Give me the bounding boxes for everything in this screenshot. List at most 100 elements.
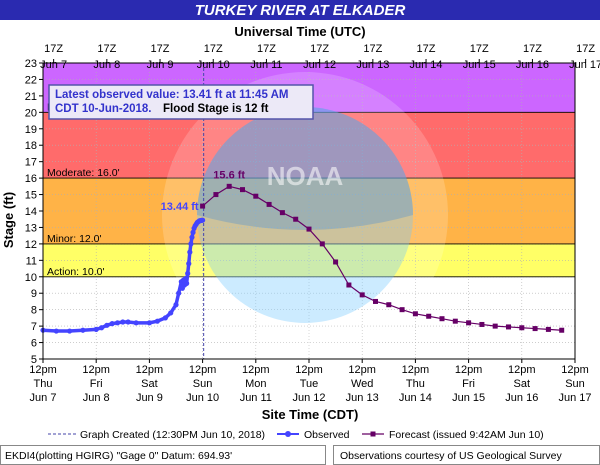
legend-observed-label: Observed [304,429,350,441]
forecast-point [333,259,339,265]
forecast-point [506,324,511,330]
footer-courtesy: Observations courtesy of US Geological S… [340,450,563,462]
legend-forecast-label: Forecast (issued 9:42AM Jun 10) [389,429,544,441]
footer: EKDI4(plotting HGIRG) "Gage 0" Datum: 69… [0,445,600,465]
observed-point [146,320,152,326]
forecast-point [373,298,378,304]
y-tick-label: 12 [25,239,37,251]
series-forecast-line [202,185,562,331]
observed-point [185,270,191,277]
top-tick-date: Jun 9 [147,59,174,71]
top-tick-hour: 17Z [151,43,170,55]
y-tick-label: 17 [25,157,37,169]
forecast-point [213,192,219,198]
forecast-point [386,302,392,308]
bottom-tick-day: Wed [351,378,373,390]
observed-point [114,320,121,326]
bottom-tick-date: Jun 14 [399,392,432,404]
chart-title: TURKEY RIVER AT ELKADER [195,2,406,19]
title-bar [0,0,600,20]
y-tick-label: 10 [25,272,37,284]
forecast-point [253,193,259,199]
top-tick-hour: 17Z [417,43,436,55]
forecast-point [545,326,551,332]
forecast-point [279,210,285,216]
observed-point [188,241,194,247]
bottom-tick-time: 12pm [136,364,164,376]
top-tick-hour: 17Z [204,43,223,55]
forecast-point [346,282,352,288]
forecast-point [519,325,525,331]
y-tick-label: 18 [25,140,37,152]
y-tick-label: 21 [25,91,37,103]
forecast-point [200,203,206,209]
annotation-label: 15.6 ft [213,170,245,182]
info-line-1: Latest observed value: 13.41 ft at 11:45… [55,89,289,101]
watermark-outer-ring [162,72,448,358]
forecast-point [466,320,472,326]
y-tick-label: 15 [25,190,37,202]
observed-point [184,280,190,286]
bottom-tick-date: Jun 7 [30,392,57,404]
noaa-watermark: NOAA [162,72,448,358]
observed-point [162,315,168,321]
bottom-tick-date: Jun 10 [186,392,219,404]
forecast-point [319,241,325,247]
legend-observed-marker [285,431,291,437]
threshold-label: Minor: 12.0' [47,233,102,245]
top-tick-hour: 17Z [310,43,329,55]
observed-point [154,318,160,324]
info-line-2a: CDT 10-Jun-2018. [55,103,152,115]
top-tick-date: Jun 11 [250,59,282,71]
observed-point [176,290,182,296]
forecast-point [266,201,272,207]
forecast-point [452,318,458,324]
observed-point [168,310,174,316]
bottom-tick-date: Jun 9 [136,392,163,404]
observed-point [133,320,139,326]
observed-point [189,234,195,240]
bottom-tick-date: Jun 15 [452,392,485,404]
bottom-tick-day: Sun [565,378,585,390]
top-tick-hour: 17Z [470,43,489,55]
forecast-point [306,226,312,232]
bottom-tick-day: Thu [406,378,425,390]
bottom-tick-time: 12pm [508,364,536,376]
y-tick-label: 9 [31,288,37,300]
top-tick-hour: 17Z [576,43,595,55]
observed-point [53,328,59,334]
info-box: Latest observed value: 13.41 ft at 11:45… [48,84,314,120]
threshold-label: Action: 10.0' [47,266,104,278]
bottom-tick-day: Thu [34,378,53,390]
y-tick-label: 13 [25,222,37,234]
bottom-tick-time: 12pm [295,364,323,376]
observed-point [186,261,192,267]
forecast-point [439,316,445,322]
bottom-tick-day: Tue [300,378,319,390]
top-tick-hour: 17Z [363,43,382,55]
value-annotations: 13.44 ft 15.6 ft [161,170,246,214]
top-tick-hour: 17Z [44,43,63,55]
top-tick-date: Jun 16 [516,59,549,71]
flood-bands [43,63,575,359]
bottom-tick-day: Sat [141,378,158,390]
top-tick-hour: 17Z [97,43,116,55]
bottom-tick-time: 12pm [402,364,430,376]
top-tick-date: Jun 14 [410,59,443,71]
bottom-tick-day: Sun [193,378,213,390]
footer-datum: EKDI4(plotting HGIRG) "Gage 0" Datum: 69… [5,450,232,462]
top-tick-date: Jun 7 [40,59,67,71]
forecast-point [399,307,405,313]
axes: 5 6 7 8 9 10 11 12 13 14 15 16 17 18 19 20 21 22 23 17Z Jun … [25,43,600,404]
top-tick-date: Jun 17 [569,59,600,71]
y-tick-label: 20 [25,107,37,119]
forecast-point [492,323,498,329]
observed-point [120,319,126,325]
observed-point [98,325,105,331]
y-tick-label: 19 [25,124,37,136]
bottom-tick-day: Mon [245,378,266,390]
observed-point [187,249,193,255]
info-line-2b: Flood Stage is 12 ft [163,103,269,115]
top-tick-date: Jun 15 [463,59,496,71]
top-tick-date: Jun 13 [356,59,389,71]
